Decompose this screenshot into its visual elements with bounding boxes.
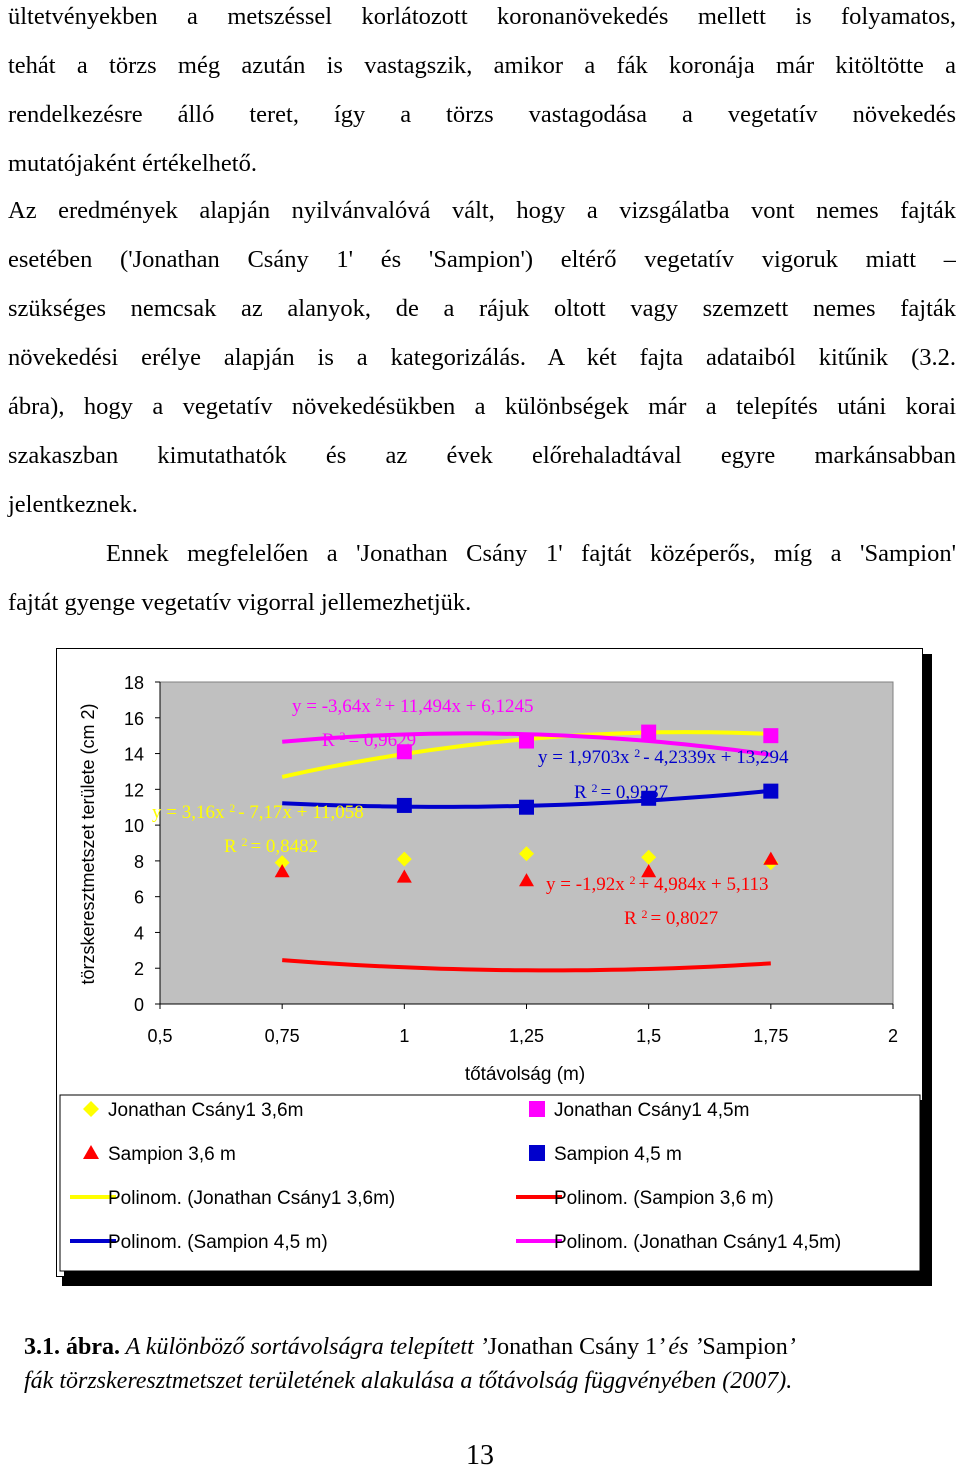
y-axis-label: törzskeresztmetszet területe (cm 2) (78, 703, 98, 984)
marker-triangle (519, 873, 534, 887)
equation-label: R 2 = 0,8482 (224, 835, 318, 857)
text-line: Az eredmények alapján nyilvánvalóvá vált… (8, 197, 956, 224)
marker-square (641, 790, 657, 806)
text-line: fajtát gyenge vegetatív vigorral jelleme… (8, 589, 472, 616)
x-axis-label: tőtávolság (m) (465, 1064, 585, 1085)
figure-caption: 3.1. ábra. A különböző sortávolságra tel… (24, 1330, 944, 1398)
caption-text: ’ (787, 1334, 796, 1360)
y-tick-label: 10 (124, 816, 144, 836)
marker-diamond (274, 855, 290, 871)
caption-text: ’ és ’ (657, 1334, 703, 1360)
marker-diamond (519, 846, 534, 862)
marker-triangle (763, 851, 779, 865)
equation-label: R 2 = 0,9237 (574, 781, 668, 803)
legend-item-label: Polinom. (Sampion 3,6 m) (554, 1188, 774, 1209)
text-line: ábra), hogy a vegetatív növekedésükben a… (8, 393, 956, 420)
text-line: növekedési erélye alapján is a kategoriz… (8, 344, 956, 371)
marker-square (396, 797, 412, 813)
x-tick-label: 1,75 (753, 1026, 788, 1046)
marker-square (529, 1101, 545, 1117)
y-tick-label: 16 (124, 709, 144, 729)
marker-square (763, 728, 779, 744)
x-tick-label: 0,5 (147, 1026, 172, 1046)
page-number: 13 (466, 1440, 494, 1471)
equation-label: y = -3,64x 2 + 11,494x + 6,1245 (292, 695, 534, 717)
marker-triangle (641, 864, 657, 878)
x-tick-label: 0,75 (265, 1026, 300, 1046)
legend-item-label: Sampion 4,5 m (554, 1144, 682, 1165)
text-line: esetében ('Jonathan Csány 1' és 'Sampion… (8, 246, 956, 273)
equation-label: y = -1,92x 2 + 4,984x + 5,113 (546, 873, 769, 895)
y-tick-label: 12 (124, 780, 144, 800)
legend-box (59, 1094, 921, 1272)
legend-item-label: Polinom. (Jonathan Csány1 3,6m) (108, 1188, 395, 1209)
caption-line-2: fák törzskeresztmetszet területének alak… (24, 1368, 793, 1394)
y-tick-label: 4 (134, 923, 144, 943)
text-line: jelentkeznek. (8, 491, 138, 518)
text-line: tehát a törzs még azután is vastagszik, … (8, 52, 956, 79)
y-tick-label: 2 (134, 959, 144, 979)
text-line: rendelkezésre álló teret, így a törzs va… (8, 101, 956, 128)
caption-cultivar: Sampion (702, 1334, 788, 1360)
caption-number: 3.1. ábra. (24, 1334, 120, 1360)
marker-square (396, 744, 412, 760)
caption-text: A különböző sortávolságra telepített ’ (120, 1334, 488, 1360)
equation-label: y = 1,9703x 2 - 4,2339x + 13,294 (538, 746, 789, 768)
legend-item-label: Jonathan Csány1 4,5m (554, 1100, 749, 1121)
marker-triangle (83, 1145, 99, 1159)
marker-triangle (396, 869, 412, 883)
marker-square (519, 733, 534, 749)
y-tick-label: 18 (124, 673, 144, 693)
legend-item-label: Polinom. (Jonathan Csány1 4,5m) (554, 1232, 841, 1253)
text-line: szükséges nemcsak az alanyok, de a rájuk… (8, 295, 956, 322)
marker-square (519, 799, 534, 815)
x-tick-label: 1,5 (636, 1026, 661, 1046)
legend-item-label: Jonathan Csány1 3,6m (108, 1100, 303, 1121)
y-tick-label: 0 (134, 995, 144, 1015)
marker-triangle (274, 864, 290, 878)
marker-diamond (83, 1101, 99, 1117)
y-tick-label: 8 (134, 852, 144, 872)
figure-chart: 0 2 4 6 8 10 12 14 16 18 0,5 0,75 1 1,25 1,5 1,75 2 y = … (56, 648, 934, 1288)
chart-svg: 0 2 4 6 8 10 12 14 16 18 0,5 0,75 1 1,25 1,5 1,75 2 y = … (56, 648, 932, 1286)
x-tick-label: 1 (399, 1026, 409, 1046)
text-line: Ennek megfelelően a 'Jonathan Csány 1' f… (106, 540, 956, 567)
paragraph-results: Az eredmények alapján nyilvánvalóvá vált… (8, 186, 956, 529)
x-tick-label: 1,25 (509, 1026, 544, 1046)
text-line: szakaszban kimutathatók és az évek előre… (8, 442, 956, 469)
marker-diamond (641, 849, 657, 865)
caption-cultivar: Jonathan Csány 1 (487, 1334, 658, 1360)
legend-item-label: Polinom. (Sampion 4,5 m) (108, 1232, 328, 1253)
paragraph-conclusion: Ennek megfelelően a 'Jonathan Csány 1' f… (8, 529, 956, 627)
equation-label: R 2 = 0,9629 (322, 729, 416, 751)
legend-item-label: Sampion 3,6 m (108, 1144, 236, 1165)
y-tick-label: 6 (134, 888, 144, 908)
trend-curve (282, 958, 771, 973)
equation-label: y = 3,16x 2 - 7,17x + 11,058 (152, 801, 364, 823)
text-line: ültetvényekben a metszéssel korlátozott … (8, 3, 956, 30)
paragraph-intro: ültetvényekben a metszéssel korlátozott … (8, 0, 956, 188)
text-line: mutatójaként értékelhető. (8, 150, 257, 177)
equation-label: R 2 = 0,8027 (624, 907, 718, 929)
marker-square (529, 1145, 545, 1161)
x-tick-label: 2 (888, 1026, 898, 1046)
marker-square (641, 724, 657, 740)
marker-diamond (396, 851, 412, 867)
marker-square (763, 783, 779, 799)
y-tick-label: 14 (124, 745, 144, 765)
